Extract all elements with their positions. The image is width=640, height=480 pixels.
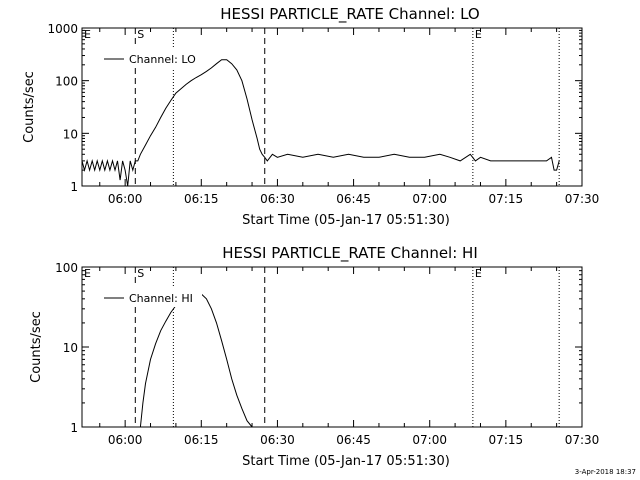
panel-hi: HESSI PARTICLE_RATE Channel: HI 1 10 100 0… (29, 244, 599, 469)
x-tick-label: 06:45 (336, 192, 371, 206)
x-tick-label: 06:15 (184, 433, 219, 447)
x-axis-label: Start Time (05-Jan-17 05:51:30) (242, 454, 450, 469)
chart-title: HESSI PARTICLE_RATE Channel: LO (220, 5, 479, 24)
chart-title: HESSI PARTICLE_RATE Channel: HI (222, 244, 478, 263)
y-tick-group: 1 10 100 (55, 261, 582, 435)
y-tick-label: 10 (63, 127, 78, 141)
marker-label: E (475, 267, 482, 280)
marker-label: S (137, 28, 144, 41)
footer-timestamp: 3-Apr-2018 18:37 (575, 468, 636, 476)
y-tick-label: 100 (55, 75, 78, 89)
legend-background (98, 287, 202, 307)
marker-label: E (84, 28, 91, 41)
marker-label: E (84, 267, 91, 280)
x-tick-label: 06:00 (108, 192, 143, 206)
x-tick-label: 06:15 (184, 192, 219, 206)
marker-label: S (137, 267, 144, 280)
x-tick-group: 06:00 06:15 06:30 06:45 07:00 07:15 07:30 (99, 28, 600, 206)
marker-label: E (475, 28, 482, 41)
y-tick-label: 10 (63, 341, 78, 355)
x-tick-label: 07:00 (412, 433, 447, 447)
series-line (81, 59, 560, 187)
y-tick-label: 1 (70, 421, 78, 435)
x-tick-group: 06:00 06:15 06:30 06:45 07:00 07:15 07:30 (99, 267, 600, 447)
y-axis-label: Counts/sec (22, 71, 37, 143)
x-tick-label: 06:30 (260, 192, 295, 206)
panel-lo: HESSI PARTICLE_RATE Channel: LO 1 10 100 10… (22, 5, 599, 228)
y-axis-label: Counts/sec (29, 311, 44, 383)
x-tick-label: 07:15 (489, 433, 524, 447)
legend-background (98, 48, 202, 68)
plot-frame (81, 27, 583, 187)
legend-label: Channel: HI (129, 292, 193, 305)
y-tick-label: 1000 (47, 22, 78, 36)
y-tick-label: 1 (70, 180, 78, 194)
x-tick-label: 07:30 (565, 192, 600, 206)
x-tick-label: 07:30 (565, 433, 600, 447)
y-tick-label: 100 (55, 261, 78, 275)
y-tick-group: 1 10 100 1000 (47, 22, 582, 194)
x-tick-label: 06:30 (260, 433, 295, 447)
x-tick-label: 06:00 (108, 433, 143, 447)
x-tick-label: 06:45 (336, 433, 371, 447)
series-line (139, 291, 253, 428)
legend-label: Channel: LO (129, 53, 196, 66)
x-axis-label: Start Time (05-Jan-17 05:51:30) (242, 213, 450, 228)
x-tick-label: 07:15 (489, 192, 524, 206)
x-tick-label: 07:00 (412, 192, 447, 206)
